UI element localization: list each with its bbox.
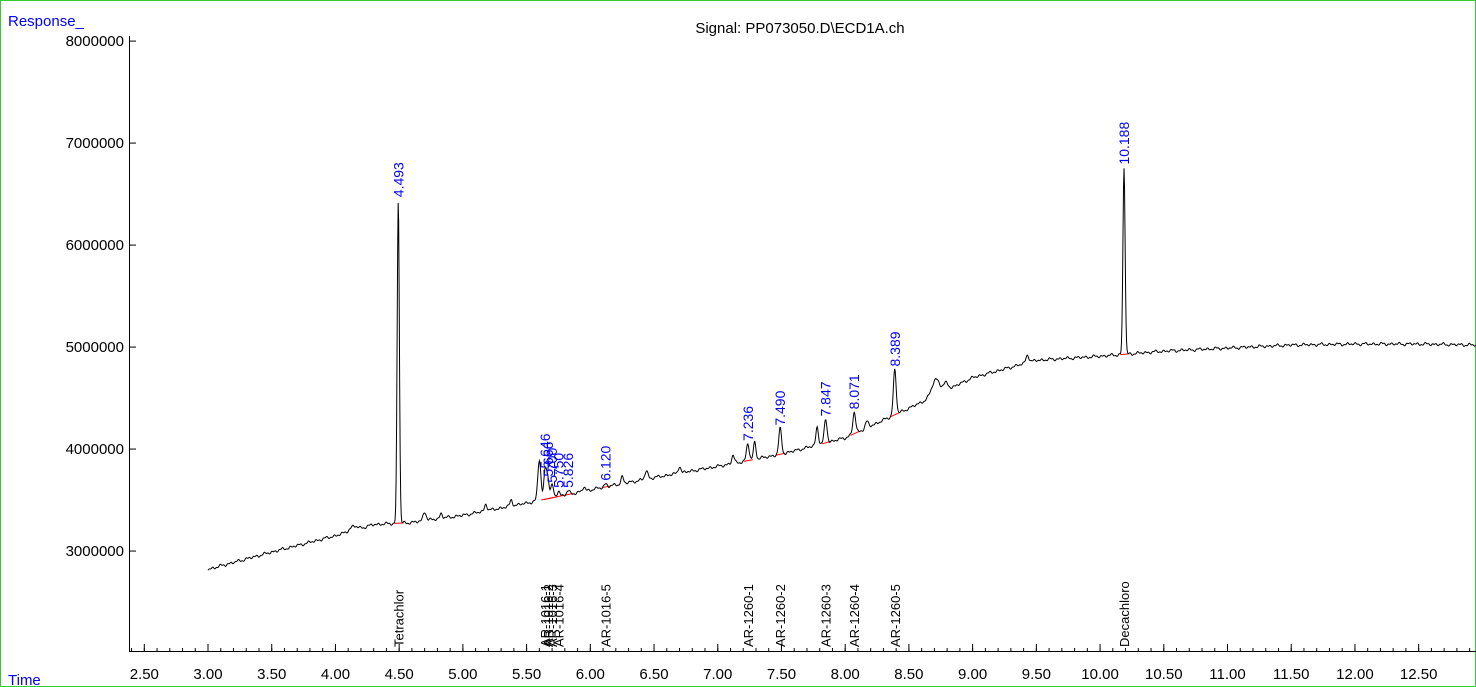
peak-rt-label: 8.071 bbox=[846, 374, 862, 409]
peak-rt-label: 8.389 bbox=[887, 331, 903, 366]
x-tick-label: 8.50 bbox=[894, 666, 923, 683]
x-tick-label: 8.00 bbox=[831, 666, 860, 683]
compound-label: AR-1016-3 bbox=[545, 584, 560, 647]
integration-baseline bbox=[1120, 353, 1130, 356]
x-tick-label: 3.00 bbox=[193, 666, 222, 683]
peak-rt-label: 4.493 bbox=[390, 162, 406, 197]
x-tick-label: 9.50 bbox=[1022, 666, 1051, 683]
chart-title: Signal: PP073050.D\ECD1A.ch bbox=[695, 20, 904, 37]
peak-rt-label: 7.847 bbox=[818, 381, 834, 416]
y-tick-label: 4000000 bbox=[66, 441, 124, 458]
integration-baseline bbox=[890, 412, 901, 418]
peak-rt-label: 5.700 bbox=[544, 448, 560, 483]
peak-rt-label: 6.120 bbox=[598, 445, 614, 480]
compound-label: AR-1260-1 bbox=[741, 584, 756, 647]
peak-rt-label: 7.490 bbox=[772, 390, 788, 425]
compound-label: Tetrachlor bbox=[391, 589, 406, 647]
compound-label: AR-1260-5 bbox=[888, 584, 903, 647]
x-tick-label: 11.50 bbox=[1273, 666, 1309, 683]
x-tick-label: 5.00 bbox=[448, 666, 477, 683]
integration-baseline bbox=[601, 485, 611, 489]
compound-label: AR-1016-5 bbox=[599, 584, 614, 647]
y-axis-ticks: 3000000 4000000 5000000 6000000 7000000 80000… bbox=[66, 33, 136, 560]
y-tick-label: 7000000 bbox=[66, 135, 124, 152]
x-tick-label: 4.00 bbox=[321, 666, 350, 683]
peak-rt-label: 5.646 bbox=[537, 433, 553, 468]
compound-label: AR-1016-4 bbox=[551, 584, 566, 647]
compound-label: AR-1016-1 bbox=[538, 584, 553, 647]
peak-rt-label: 5.750 bbox=[550, 453, 566, 488]
integration-baseline bbox=[743, 459, 754, 462]
x-tick-label: 11.00 bbox=[1209, 666, 1245, 683]
x-tick-label: 7.50 bbox=[767, 666, 796, 683]
integration-baselines bbox=[394, 353, 1130, 524]
y-tick-label: 8000000 bbox=[66, 33, 124, 50]
compound-label: AR-1260-4 bbox=[847, 584, 862, 647]
x-tick-label: 5.50 bbox=[512, 666, 541, 683]
x-tick-label: 3.50 bbox=[257, 666, 286, 683]
peak-rt-label: 10.188 bbox=[1116, 122, 1132, 165]
x-tick-label: 12.00 bbox=[1336, 666, 1374, 683]
signal-trace bbox=[207, 168, 1476, 571]
integration-baseline bbox=[850, 430, 860, 436]
y-tick-label: 5000000 bbox=[66, 339, 124, 356]
peak-rt-label: 5.666 bbox=[540, 441, 556, 476]
x-tick-label: 6.50 bbox=[639, 666, 668, 683]
peak-rt-label: 7.236 bbox=[740, 406, 756, 441]
compound-label: Decachloro bbox=[1117, 581, 1132, 647]
y-axis-label: Response_ bbox=[8, 13, 85, 30]
compound-label: AR-1260-3 bbox=[819, 584, 834, 647]
y-tick-label: 3000000 bbox=[66, 543, 124, 560]
compound-label: AR-1016-2 bbox=[541, 584, 556, 647]
x-tick-label: 6.00 bbox=[576, 666, 605, 683]
y-tick-label: 6000000 bbox=[66, 237, 124, 254]
x-tick-label: 4.50 bbox=[385, 666, 414, 683]
x-tick-label: 12.50 bbox=[1400, 666, 1438, 683]
x-axis-label: Time bbox=[8, 672, 41, 687]
x-tick-label: 10.00 bbox=[1081, 666, 1119, 683]
x-axis-ticks: 2.50 3.00 3.50 4.00 4.50 5.00 5.50 6.00 6.50 7.00… bbox=[130, 644, 1471, 683]
x-tick-label: 7.00 bbox=[703, 666, 732, 683]
x-tick-label: 9.00 bbox=[958, 666, 987, 683]
x-tick-label: 10.50 bbox=[1145, 666, 1183, 683]
compound-label: AR-1260-2 bbox=[773, 584, 788, 647]
peak-rt-label: 5.826 bbox=[560, 453, 576, 488]
integration-baseline bbox=[554, 494, 564, 498]
x-tick-label: 2.50 bbox=[130, 666, 159, 683]
compound-labels: Tetrachlor AR-1016-1AR-1016-2AR-1016-3AR-… bbox=[391, 581, 1132, 647]
